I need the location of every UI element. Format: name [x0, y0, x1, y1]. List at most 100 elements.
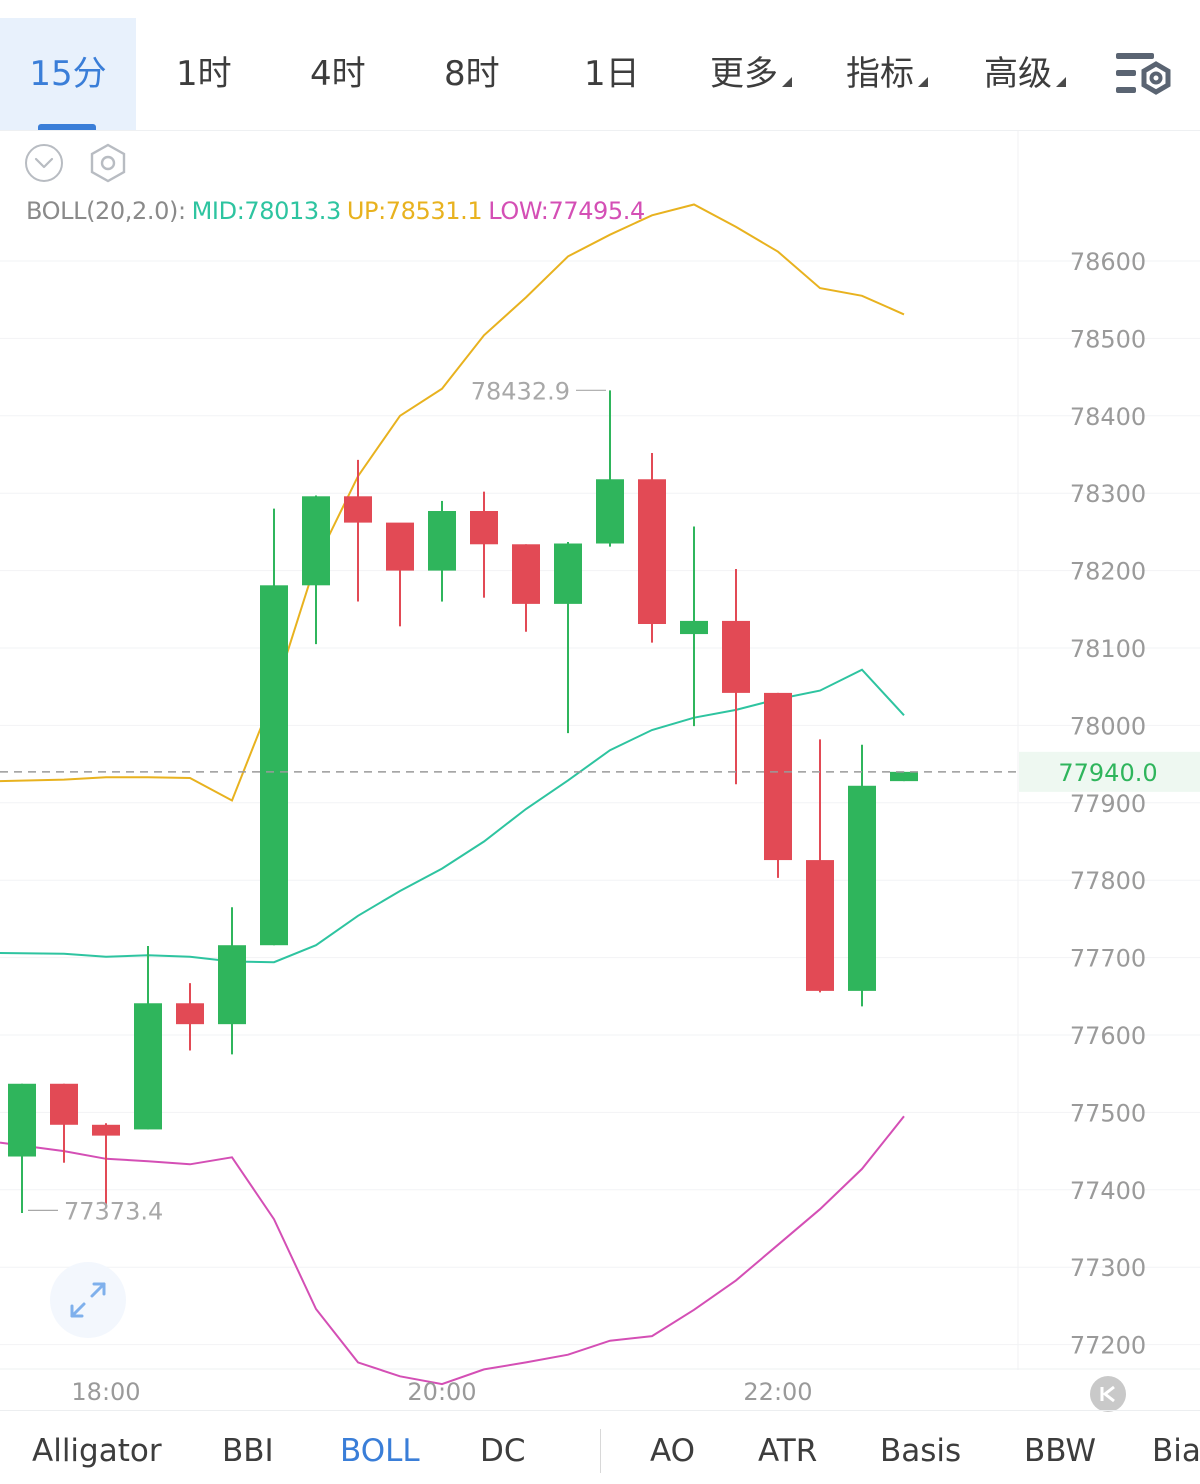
bullish-candle: [8, 1083, 36, 1214]
dropdown-triangle-icon: [782, 77, 792, 87]
tab-1h[interactable]: 1时: [176, 18, 232, 130]
bullish-candle: [596, 390, 624, 547]
advanced-dropdown[interactable]: 高级: [984, 18, 1066, 130]
candle-body: [848, 785, 876, 991]
y-tick-label: 77800: [1070, 867, 1146, 895]
hexagon-settings-icon[interactable]: [88, 143, 128, 183]
candles: [8, 390, 918, 1214]
tab-ao[interactable]: AO: [650, 1433, 696, 1469]
y-tick-label: 78600: [1070, 248, 1146, 276]
y-tick-label: 78100: [1070, 635, 1146, 663]
double-chevron-right-icon: [1100, 1385, 1115, 1403]
candle-body: [512, 544, 540, 604]
y-tick-label: 78400: [1070, 403, 1146, 431]
candle-body: [764, 692, 792, 861]
candle-body: [428, 511, 456, 571]
bearish-candle: [50, 1083, 78, 1163]
time-axis: 18:00 20:00 22:00: [71, 1378, 812, 1406]
more-label: 更多: [710, 54, 778, 94]
y-tick-label: 77700: [1070, 945, 1146, 973]
boll-upper-line: [0, 203, 905, 802]
tab-1d-label: 1日: [584, 54, 640, 94]
low-value: 77495.4: [548, 197, 645, 225]
tab-boll[interactable]: BOLL: [340, 1433, 420, 1469]
bearish-candle: [344, 459, 372, 602]
boll-mid-line: [0, 668, 905, 964]
tab-4h[interactable]: 4时: [310, 18, 366, 130]
bearish-candle: [512, 544, 540, 632]
current-price-label-bg: [1019, 751, 1200, 792]
bearish-candle: [386, 522, 414, 627]
tab-bbw[interactable]: BBW: [1024, 1433, 1097, 1469]
candle-body: [554, 543, 582, 604]
tab-atr[interactable]: ATR: [758, 1433, 818, 1469]
high-annotation: 78432.9: [471, 377, 570, 405]
chart-annotations: 77940.0 78432.9 77373.4: [0, 377, 1200, 1225]
active-tab-indicator: [38, 124, 96, 130]
y-tick-label: 78500: [1070, 325, 1146, 353]
candle-body: [470, 511, 498, 545]
candlestick-chart[interactable]: 77940.0 78432.9 77373.4 78600 78500 78400 783…: [0, 130, 1200, 1410]
y-tick-label: 78200: [1070, 558, 1146, 586]
tab-15m-label: 15分: [29, 54, 107, 94]
x-tick-label: 18:00: [71, 1378, 140, 1406]
bullish-candle: [260, 508, 288, 946]
y-tick-label: 77200: [1070, 1332, 1146, 1360]
tab-bias[interactable]: Bias: [1152, 1433, 1200, 1469]
bearish-candle: [470, 491, 498, 598]
tab-divider: [600, 1429, 601, 1473]
tab-1h-label: 1时: [176, 54, 232, 94]
mid-value: 78013.3: [244, 197, 341, 225]
tab-basis[interactable]: Basis: [880, 1433, 962, 1469]
expand-icon: [70, 1282, 106, 1318]
y-tick-label: 77500: [1070, 1099, 1146, 1127]
candle-body: [50, 1083, 78, 1125]
y-tick-label: 78300: [1070, 480, 1146, 508]
tab-8h[interactable]: 8时: [444, 18, 500, 130]
tab-dc[interactable]: DC: [480, 1433, 526, 1469]
candle-body: [680, 620, 708, 635]
candle-body: [722, 620, 750, 693]
indicators-label: 指标: [846, 54, 914, 94]
bearish-candle: [176, 983, 204, 1051]
up-value: 78531.1: [385, 197, 483, 225]
price-axis: 78600 78500 78400 78300 78200 78100 78000 77900…: [1070, 248, 1146, 1360]
boll-lower-line: [0, 1115, 905, 1386]
indicator-tabs: Alligator BBI BOLL DC AO ATR Basis BBW B…: [0, 1410, 1200, 1484]
indicators-dropdown[interactable]: 指标: [846, 18, 928, 130]
candle-body: [596, 479, 624, 544]
timeframe-bar: 15分 1时 4时 8时 1日 更多 指标 高级: [0, 0, 1200, 131]
advanced-label: 高级: [984, 54, 1052, 94]
bearish-candle: [764, 692, 792, 878]
y-tick-label: 78000: [1070, 712, 1146, 740]
dropdown-triangle-icon: [918, 77, 928, 87]
candle-body: [8, 1083, 36, 1157]
bearish-candle: [806, 739, 834, 993]
scroll-to-latest-button[interactable]: [1090, 1376, 1126, 1412]
bullish-candle: [302, 495, 330, 645]
bearish-candle: [92, 1123, 120, 1206]
dropdown-triangle-icon: [1056, 77, 1066, 87]
bullish-candle: [428, 500, 456, 602]
chart-settings-icon[interactable]: [1114, 50, 1172, 100]
candle-body: [134, 1003, 162, 1130]
candle-body: [806, 860, 834, 991]
y-tick-label: 77300: [1070, 1254, 1146, 1282]
candle-body: [92, 1124, 120, 1136]
y-tick-label: 77900: [1070, 790, 1146, 818]
low-annotation: 77373.4: [64, 1197, 163, 1225]
chevron-down-circle-icon[interactable]: [24, 143, 64, 183]
bullish-candle: [848, 744, 876, 1007]
tab-alligator[interactable]: Alligator: [32, 1433, 162, 1469]
tab-15m[interactable]: 15分: [0, 18, 136, 130]
bullish-candle: [890, 771, 918, 782]
candle-body: [344, 496, 372, 523]
tab-bbi[interactable]: BBI: [222, 1433, 274, 1469]
tab-8h-label: 8时: [444, 54, 500, 94]
candle-body: [218, 945, 246, 1025]
candle-body: [176, 1003, 204, 1025]
expand-chart-button[interactable]: [50, 1262, 126, 1338]
x-tick-label: 20:00: [407, 1378, 476, 1406]
tab-1d[interactable]: 1日: [584, 18, 640, 130]
more-dropdown[interactable]: 更多: [710, 18, 792, 130]
